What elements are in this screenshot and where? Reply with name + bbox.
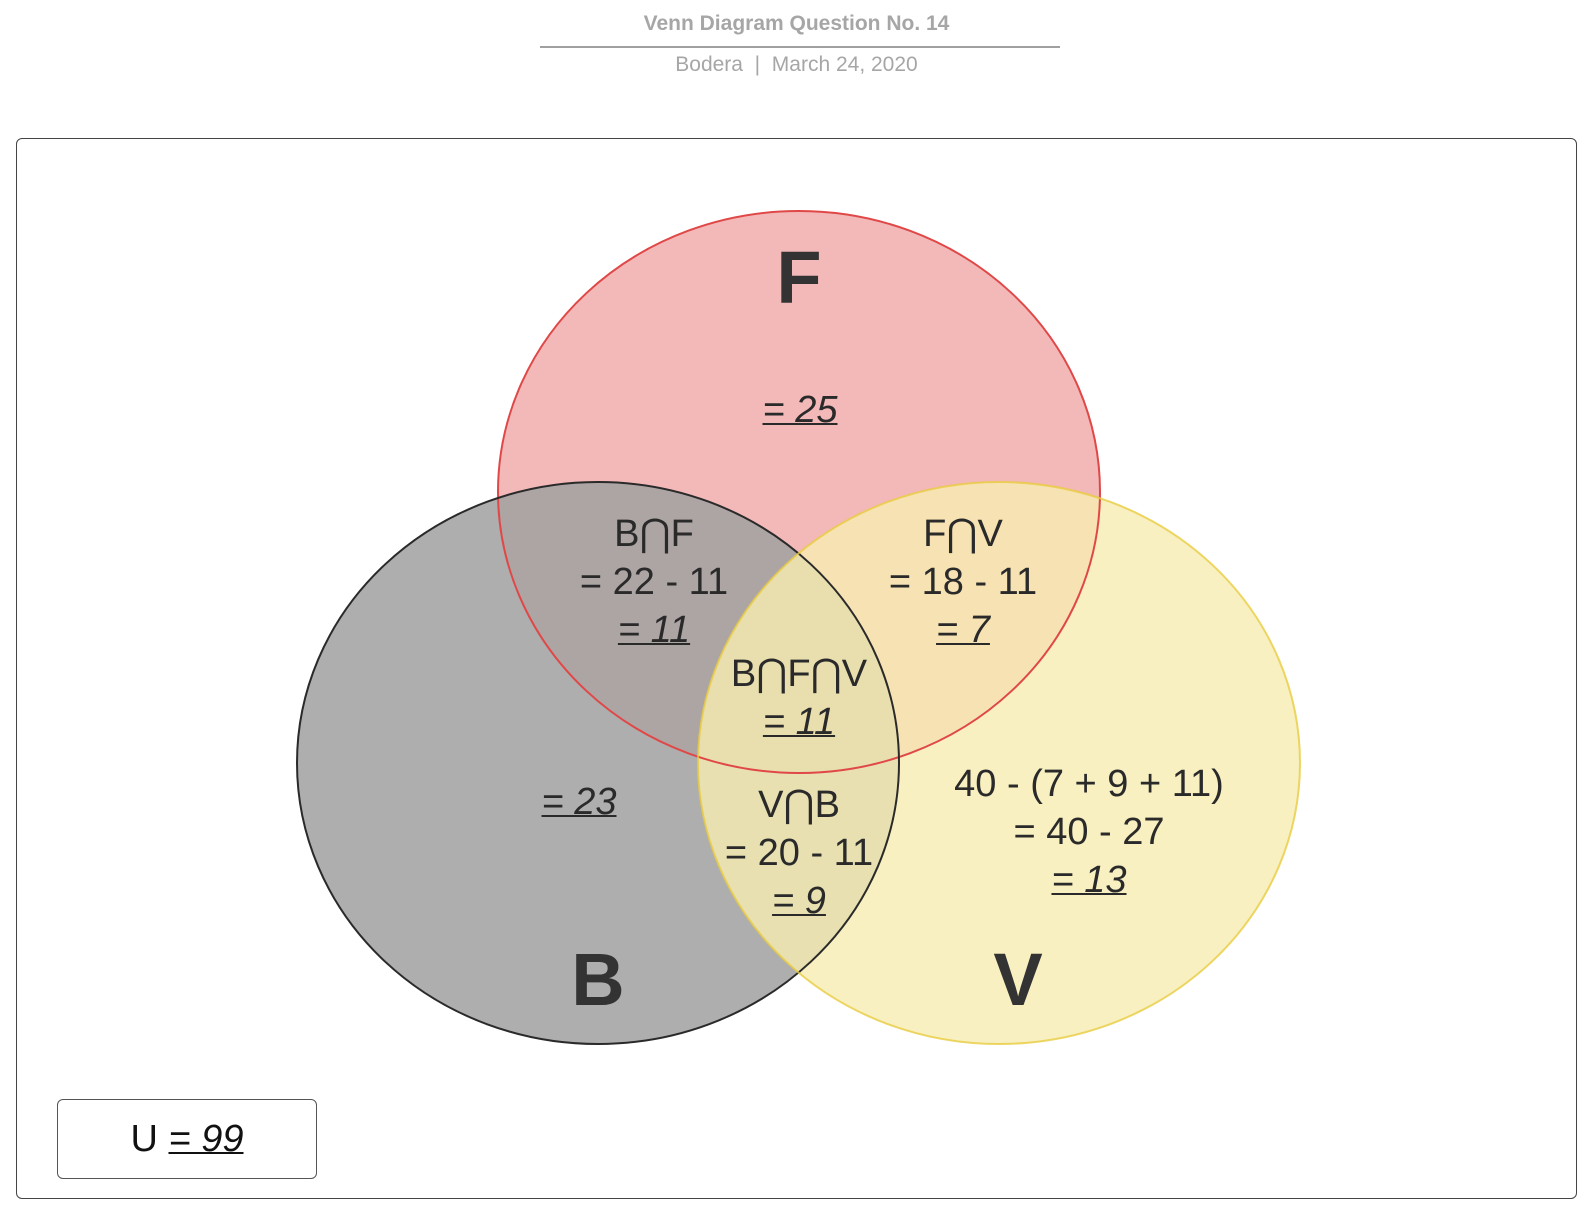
circle-f-outline: [497, 210, 1101, 774]
date: March 24, 2020: [771, 53, 918, 76]
diagram-frame: [16, 138, 1577, 1199]
region-f-and-v: F⋂V = 18 - 11 = 7: [858, 510, 1068, 654]
region-v-only-result: = 13: [1051, 859, 1127, 901]
title-divider: [540, 46, 1060, 48]
diagram-byline: Bodera | March 24, 2020: [0, 53, 1593, 77]
region-b-and-f-calc: = 22 - 11: [579, 561, 729, 603]
set-label-f: F: [776, 236, 822, 319]
universe-result: = 99: [168, 1118, 244, 1160]
universe-label: U: [130, 1118, 158, 1160]
region-f-and-v-calc: = 18 - 11: [888, 561, 1038, 603]
region-v-and-b-calc: = 20 - 11: [724, 832, 874, 874]
region-b-f-v: B⋂F⋂V = 11: [699, 650, 899, 746]
region-b-and-f-title: B⋂F: [614, 513, 694, 555]
region-v-and-b: V⋂B = 20 - 11 = 9: [699, 781, 899, 925]
circle-v-outline: [697, 481, 1301, 1045]
region-b-and-f: B⋂F = 22 - 11 = 11: [554, 510, 754, 654]
region-b-only-result: = 23: [541, 781, 617, 823]
region-v-and-b-title: V⋂B: [758, 784, 840, 826]
region-f-only: = 25: [700, 386, 900, 434]
region-v-only-line1: 40 - (7 + 9 + 11): [954, 763, 1224, 805]
region-f-only-result: = 25: [762, 389, 838, 431]
region-v-only: 40 - (7 + 9 + 11) = 40 - 27 = 13: [924, 760, 1254, 904]
region-v-and-b-result: = 9: [772, 880, 826, 922]
region-b-f-v-result: = 11: [762, 701, 836, 743]
author: Bodera: [675, 53, 743, 76]
byline-separator: |: [754, 53, 761, 76]
circle-b-outline: [296, 481, 900, 1045]
circle-v[interactable]: [698, 482, 1300, 1044]
diagram-title: Venn Diagram Question No. 14: [643, 12, 950, 35]
set-label-v: V: [993, 938, 1043, 1021]
set-label-b: B: [571, 938, 625, 1021]
region-v-only-line2: = 40 - 27: [1013, 811, 1165, 853]
region-b-f-v-title: B⋂F⋂V: [730, 653, 868, 695]
universe-box: U = 99: [57, 1099, 317, 1179]
region-f-and-v-title: F⋂V: [923, 513, 1003, 555]
region-f-and-v-result: = 7: [936, 609, 990, 651]
region-b-only: = 23: [479, 778, 679, 826]
region-b-and-f-result: = 11: [617, 609, 691, 651]
